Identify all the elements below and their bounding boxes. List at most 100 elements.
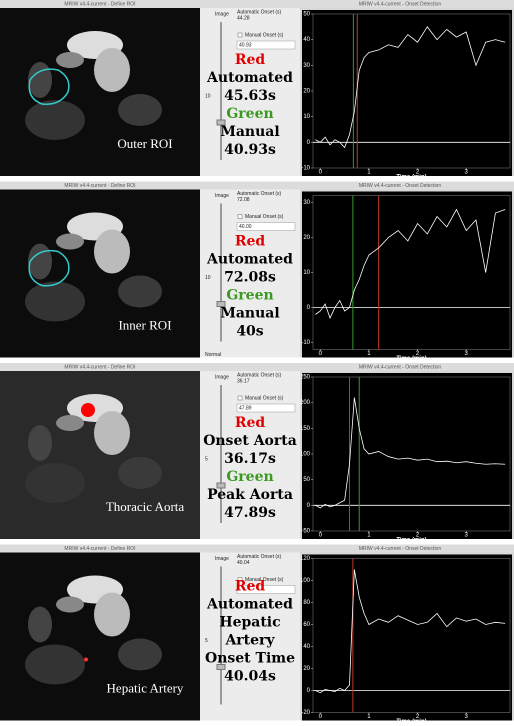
y-tick-label: 80: [303, 600, 310, 606]
tissue: [56, 234, 84, 250]
overlay-text: Green: [226, 106, 273, 122]
y-tick-label: 50: [303, 477, 310, 483]
image-label: Outer ROI: [117, 136, 172, 151]
y-tick-label: -20: [301, 710, 310, 716]
manual-value: 40.00: [239, 224, 252, 230]
overlay-text: 72.08s: [224, 270, 276, 286]
auto-value: 40.04: [237, 560, 250, 566]
slider-value: 5: [205, 456, 208, 462]
tissue: [118, 94, 162, 126]
overlay-text: Artery: [224, 633, 275, 649]
y-tick-label: 40: [303, 644, 310, 650]
tissue: [118, 276, 162, 308]
y-tick-label: 150: [300, 426, 311, 432]
auto-value: 72.08: [237, 197, 250, 203]
y-tick-label: 20: [303, 89, 310, 95]
chart-bg: [302, 10, 512, 176]
overlay-text: Automated: [206, 70, 293, 86]
y-tick-label: -10: [301, 166, 310, 172]
window-title: MRIW v4.4-current - Define ROI: [64, 183, 135, 189]
overlay-text: Red: [235, 52, 266, 68]
overlay-text: Hepatic: [219, 615, 280, 631]
overlay-text: 40s: [236, 324, 263, 340]
overlay-text: Red: [235, 415, 266, 431]
tissue: [94, 48, 130, 92]
window-title: MRIW v4.4-current - Define ROI: [64, 364, 135, 370]
overlay-text: 45.63s: [224, 88, 276, 104]
tissue: [56, 415, 84, 431]
slider-value: 10: [205, 275, 211, 281]
slider-label: Image: [215, 556, 229, 562]
y-tick-label: 10: [303, 114, 310, 120]
tissue: [118, 639, 162, 671]
slider-value: 10: [205, 93, 211, 99]
chart-bg: [302, 192, 512, 358]
overlay-text: Automated: [206, 597, 293, 613]
y-tick-label: 60: [303, 622, 310, 628]
overlay-text: Onset Time: [205, 651, 295, 667]
auto-value: 36.17: [237, 378, 250, 384]
x-axis-label: Time (min): [396, 719, 426, 725]
panel: MRIW v4.4-current - Define ROI MRIW v4.4-…: [0, 363, 514, 544]
overlay-text: Red: [235, 579, 266, 595]
overlay-text: Automated: [206, 252, 293, 268]
screenshot: MRIW v4.4-current - Define ROI MRIW v4.4-…: [0, 0, 514, 726]
tissue: [28, 425, 52, 461]
chart-bg: [302, 373, 512, 539]
image-label: Thoracic Aorta: [106, 499, 185, 514]
image-label: Hepatic Artery: [107, 680, 184, 695]
window-title: MRIW v4.4-current - Define ROI: [64, 1, 135, 7]
tissue: [94, 411, 130, 455]
y-tick-label: 30: [303, 200, 310, 206]
overlay-text: Onset Aorta: [203, 433, 297, 449]
window-title: MRIW v4.4-current - Onset Detection: [359, 546, 441, 552]
overlay-text: 40.93s: [224, 142, 276, 158]
window-title: MRIW v4.4-current - Define ROI: [64, 546, 135, 552]
window-title: MRIW v4.4-current - Onset Detection: [359, 1, 441, 7]
manual-label: Manual Onset (s): [245, 214, 284, 220]
tissue: [25, 645, 85, 685]
tissue: [25, 282, 85, 322]
tissue: [28, 244, 52, 280]
y-tick-label: -10: [301, 340, 310, 346]
overlay-text: 36.17s: [224, 451, 276, 467]
y-tick-label: 20: [303, 666, 310, 672]
mode-label[interactable]: Normal: [205, 352, 221, 358]
tissue: [25, 100, 85, 140]
tissue: [94, 230, 130, 274]
y-tick-label: -50: [301, 529, 310, 535]
y-tick-label: 30: [303, 63, 310, 69]
chart-bg: [302, 555, 512, 721]
window-title: MRIW v4.4-current - Onset Detection: [359, 183, 441, 189]
overlay-text: Green: [226, 469, 273, 485]
slider-value: 5: [205, 638, 208, 644]
x-axis-label: Time (min): [396, 356, 426, 362]
auto-value: 44.28: [237, 15, 250, 21]
slider-label: Image: [215, 374, 229, 380]
y-tick-label: 20: [303, 235, 310, 241]
y-tick-label: 40: [303, 37, 310, 43]
tissue: [56, 52, 84, 68]
x-axis-label: Time (min): [396, 175, 426, 181]
overlay-text: Peak Aorta: [207, 487, 293, 503]
y-tick-label: 10: [303, 270, 310, 276]
image-label: Inner ROI: [118, 317, 171, 332]
overlay-text: Red: [235, 234, 266, 250]
y-tick-label: 100: [300, 578, 311, 584]
tissue: [118, 457, 162, 489]
tissue: [28, 607, 52, 643]
roi-dot: [81, 403, 95, 417]
panel: MRIW v4.4-current - Define ROI MRIW v4.4-…: [0, 545, 514, 726]
window-title: MRIW v4.4-current - Onset Detection: [359, 364, 441, 370]
tissue: [56, 597, 84, 613]
manual-label: Manual Onset (s): [245, 32, 284, 38]
checkbox[interactable]: [238, 215, 242, 219]
y-tick-label: 100: [300, 452, 311, 458]
checkbox[interactable]: [238, 33, 242, 37]
panel: MRIW v4.4-current - Define ROI MRIW v4.4-…: [0, 0, 514, 181]
y-tick-label: 50: [303, 12, 310, 18]
overlay-text: Manual: [220, 306, 279, 322]
tissue: [25, 463, 85, 503]
checkbox[interactable]: [238, 396, 242, 400]
overlay-text: 40.04s: [224, 669, 276, 685]
